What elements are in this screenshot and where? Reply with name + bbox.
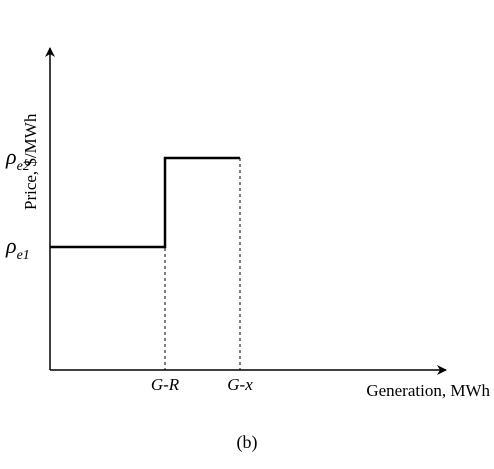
- y-tick-labels: ρe1 ρe2: [5, 144, 30, 263]
- x-tick-labels: G-R G-x: [151, 375, 253, 394]
- y-axis-label: Price, $/MWh: [21, 113, 40, 210]
- x-tick-label-g-r: G-R: [151, 375, 180, 394]
- x-axis-label: Generation, MWh: [366, 381, 490, 400]
- x-tick-label-g-x: G-x: [227, 375, 253, 394]
- price-step-series-1: [50, 156, 240, 249]
- y-tick-label-e2: ρe2: [5, 144, 30, 174]
- guide-lines: [164, 158, 241, 370]
- series-layer: [50, 156, 240, 249]
- figure-caption: (b): [237, 432, 258, 453]
- y-tick-label-e1: ρe1: [5, 233, 30, 263]
